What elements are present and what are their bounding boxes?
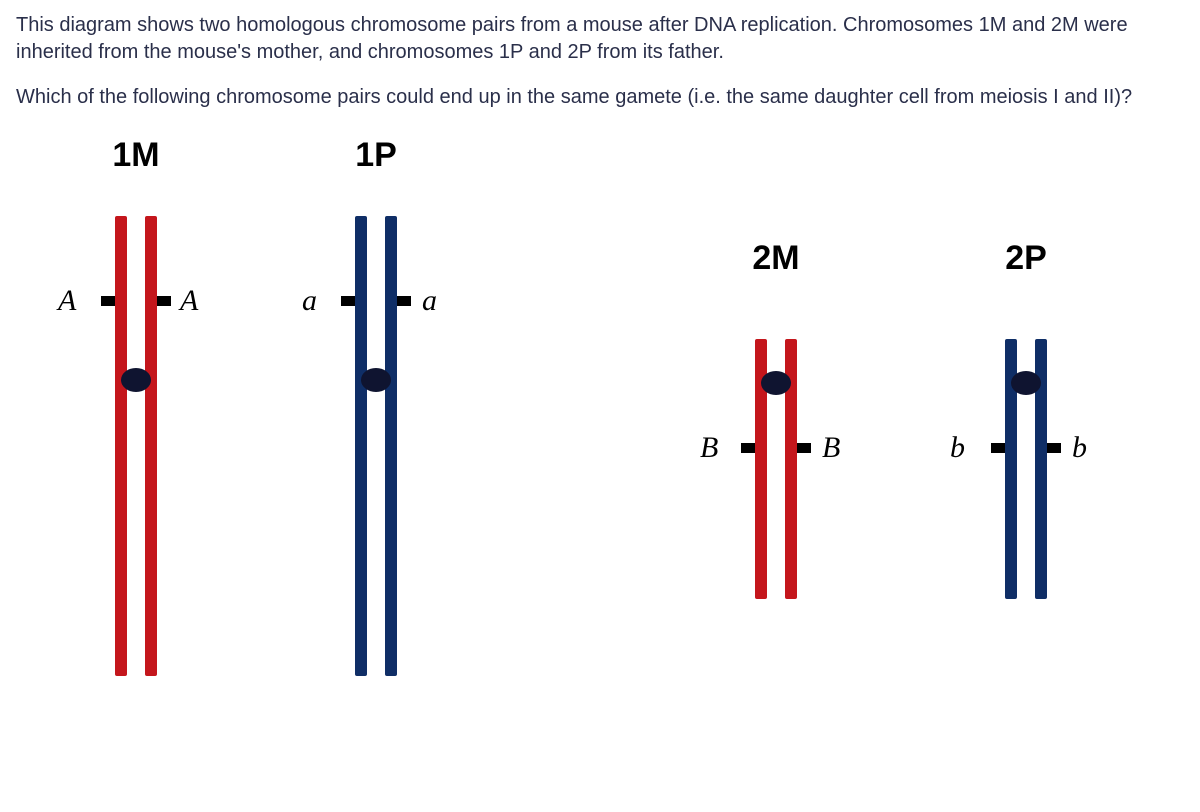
chromosome-title: 2M (696, 239, 856, 278)
allele-left: A (58, 284, 76, 318)
locus-tick-right (157, 296, 171, 306)
locus-tick-left (101, 296, 115, 306)
allele-left: B (700, 431, 718, 465)
chromatid-right (385, 216, 397, 676)
chromosome-2M: 2M B B (696, 239, 856, 609)
locus-tick-right (797, 443, 811, 453)
locus-tick-left (991, 443, 1005, 453)
chromosome-1M: 1M A A (56, 136, 216, 686)
question-text: Which of the following chromosome pairs … (16, 84, 1184, 111)
allele-right: b (1072, 431, 1087, 465)
allele-left: b (950, 431, 965, 465)
allele-left: a (302, 284, 317, 318)
chromosome-2P: 2P b b (946, 239, 1106, 609)
intro-text: This diagram shows two homologous chromo… (16, 12, 1184, 66)
centromere (361, 368, 391, 392)
chromosome-1P: 1P a a (296, 136, 456, 686)
centromere (761, 371, 791, 395)
chromosome-title: 1M (56, 136, 216, 175)
chromosome-title: 2P (946, 239, 1106, 278)
centromere (1011, 371, 1041, 395)
chromatid-left (355, 216, 367, 676)
allele-right: a (422, 284, 437, 318)
locus-tick-left (741, 443, 755, 453)
centromere (121, 368, 151, 392)
locus-tick-right (397, 296, 411, 306)
chromatid-right (145, 216, 157, 676)
allele-right: B (822, 431, 840, 465)
chromosome-title: 1P (296, 136, 456, 175)
chromosome-diagram: 1M A A 1P a a 2M B B 2P b b (16, 121, 1184, 761)
chromatid-left (115, 216, 127, 676)
locus-tick-right (1047, 443, 1061, 453)
allele-right: A (180, 284, 198, 318)
locus-tick-left (341, 296, 355, 306)
